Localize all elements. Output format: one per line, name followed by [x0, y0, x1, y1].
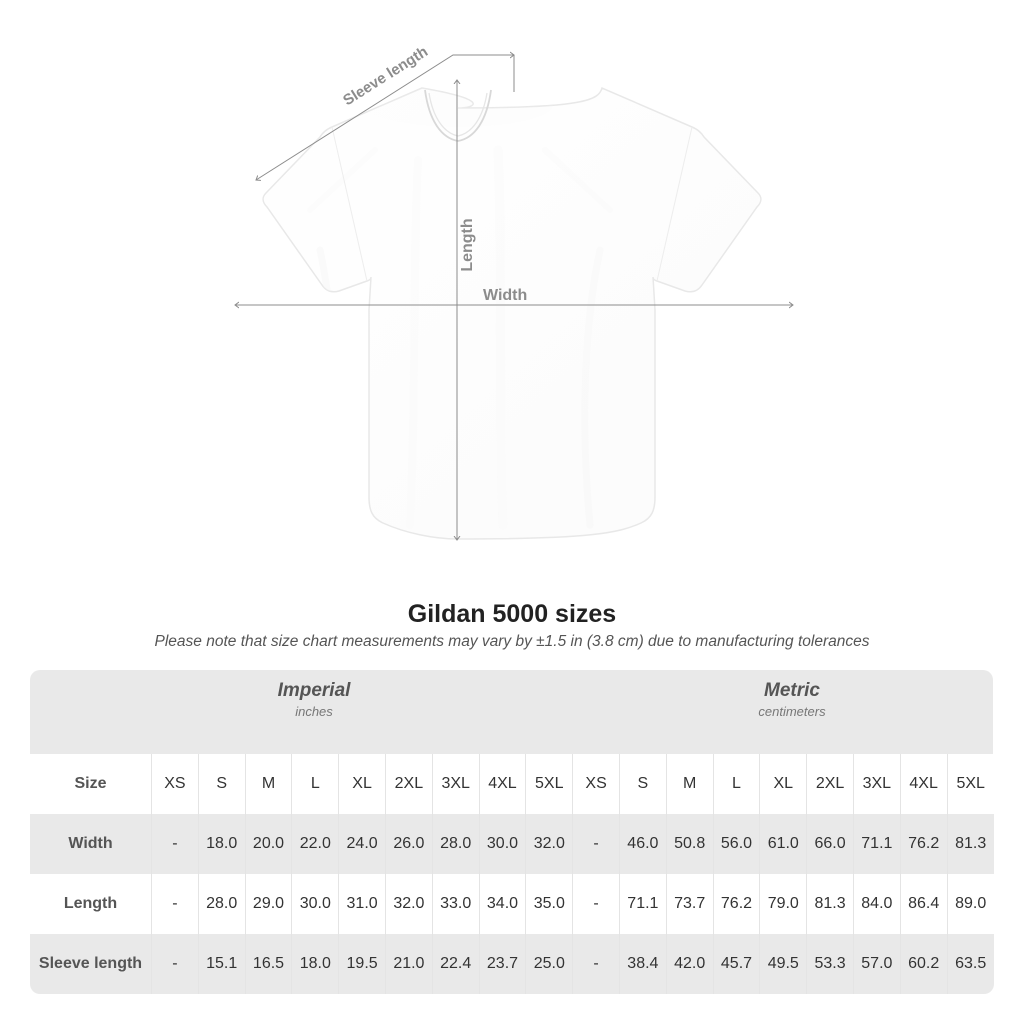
- svg-text:Width: Width: [483, 287, 527, 304]
- svg-text:Length: Length: [459, 218, 476, 271]
